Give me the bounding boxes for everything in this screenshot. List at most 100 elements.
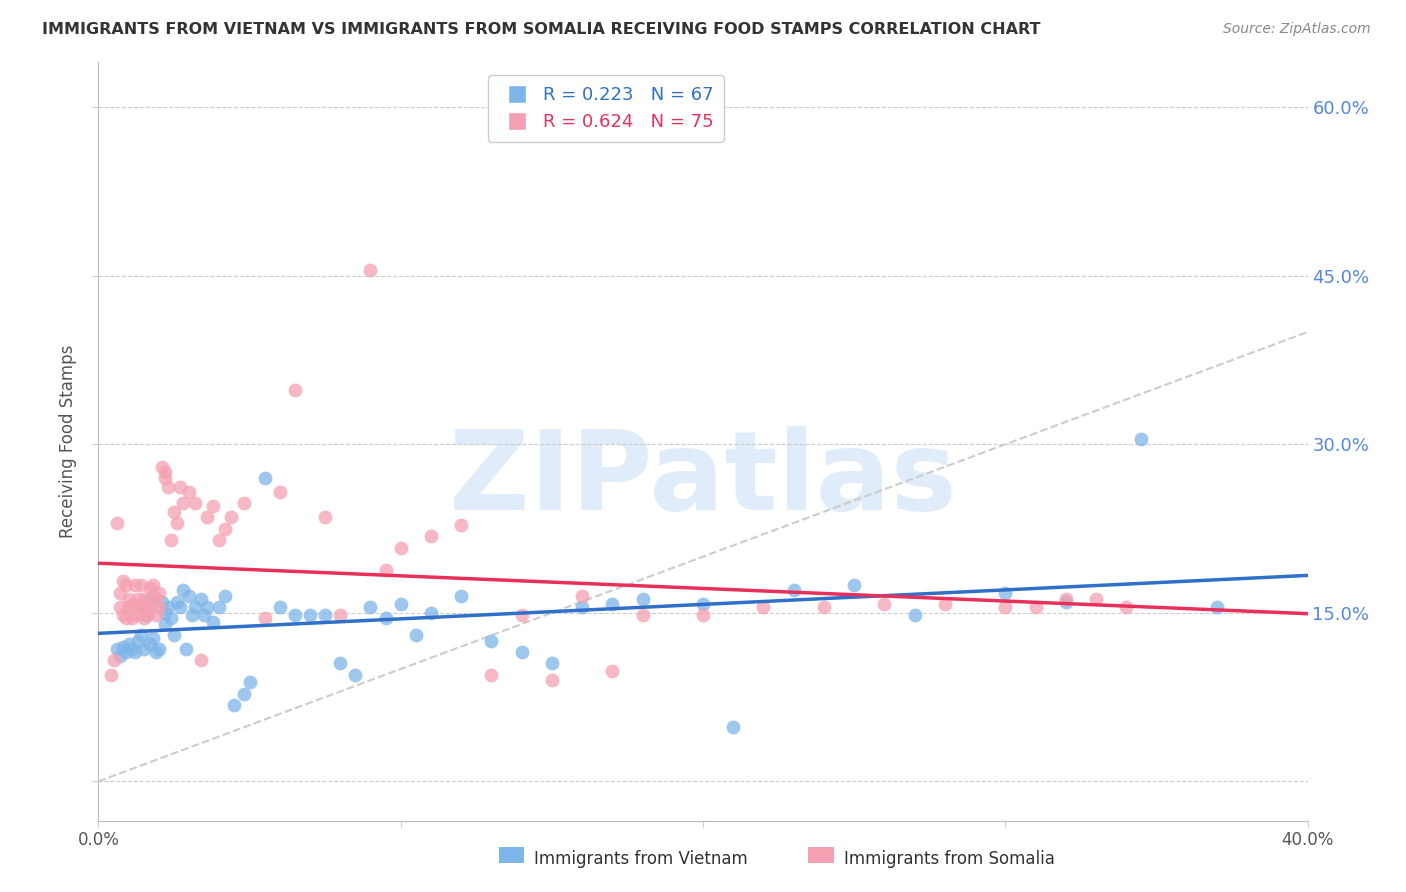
Point xyxy=(169,480,191,494)
Point xyxy=(994,585,1017,599)
Point xyxy=(202,615,225,629)
Point xyxy=(166,516,188,530)
Point xyxy=(221,510,243,524)
Point xyxy=(150,459,173,474)
Point xyxy=(314,608,336,623)
Point xyxy=(1054,594,1077,608)
Point xyxy=(344,667,367,681)
Point xyxy=(127,608,149,623)
Legend: R = 0.223   N = 67, R = 0.624   N = 75: R = 0.223 N = 67, R = 0.624 N = 75 xyxy=(488,75,724,142)
Point xyxy=(139,592,162,607)
Point xyxy=(723,720,745,734)
Point xyxy=(139,600,162,615)
Point xyxy=(450,518,472,533)
Point xyxy=(100,667,122,681)
Point xyxy=(111,574,134,589)
Point xyxy=(153,617,176,632)
Point xyxy=(239,675,262,690)
Point xyxy=(132,641,155,656)
Point xyxy=(108,600,131,615)
Point xyxy=(118,637,141,651)
Y-axis label: Receiving Food Stamps: Receiving Food Stamps xyxy=(59,345,77,538)
Point xyxy=(145,645,167,659)
Point xyxy=(172,583,194,598)
Point xyxy=(540,657,562,671)
Point xyxy=(214,589,236,603)
Point xyxy=(269,484,291,499)
Point xyxy=(184,496,207,510)
Text: Immigrants from Somalia: Immigrants from Somalia xyxy=(844,850,1054,868)
Point xyxy=(1085,592,1108,607)
Point xyxy=(124,600,146,615)
Point xyxy=(692,608,714,623)
Point xyxy=(105,516,128,530)
Point xyxy=(111,640,134,654)
Point xyxy=(153,466,176,480)
Point xyxy=(202,499,225,513)
Point xyxy=(124,578,146,592)
Text: Source: ZipAtlas.com: Source: ZipAtlas.com xyxy=(1223,22,1371,37)
Point xyxy=(232,687,254,701)
Point xyxy=(148,585,170,599)
Point xyxy=(111,608,134,623)
Point xyxy=(121,597,143,611)
Point xyxy=(114,578,136,592)
Point xyxy=(450,589,472,603)
Point xyxy=(169,600,191,615)
Point xyxy=(232,496,254,510)
Point xyxy=(195,510,218,524)
Point xyxy=(405,628,427,642)
Point xyxy=(156,600,179,615)
Point xyxy=(631,608,654,623)
Point xyxy=(1054,592,1077,607)
Point xyxy=(121,641,143,656)
Point xyxy=(224,698,246,712)
Point xyxy=(172,496,194,510)
Point xyxy=(181,608,204,623)
Point xyxy=(142,578,165,592)
Point xyxy=(195,600,218,615)
Point xyxy=(114,645,136,659)
Point xyxy=(103,653,125,667)
Point xyxy=(145,608,167,623)
Point xyxy=(994,600,1017,615)
Point xyxy=(360,600,382,615)
Point xyxy=(934,597,956,611)
Point xyxy=(813,600,835,615)
Point xyxy=(114,611,136,625)
Point xyxy=(314,510,336,524)
Point xyxy=(160,611,183,625)
Text: IMMIGRANTS FROM VIETNAM VS IMMIGRANTS FROM SOMALIA RECEIVING FOOD STAMPS CORRELA: IMMIGRANTS FROM VIETNAM VS IMMIGRANTS FR… xyxy=(42,22,1040,37)
Point xyxy=(284,608,307,623)
Point xyxy=(214,522,236,536)
Point xyxy=(145,592,167,607)
Point xyxy=(153,606,176,620)
Point xyxy=(148,641,170,656)
Point xyxy=(1024,600,1046,615)
Point xyxy=(904,608,927,623)
Point xyxy=(208,600,231,615)
Point xyxy=(190,653,212,667)
Point xyxy=(179,589,201,603)
Point xyxy=(299,608,322,623)
Point xyxy=(135,608,157,623)
Point xyxy=(602,597,624,611)
Point xyxy=(329,657,352,671)
Point xyxy=(135,608,157,623)
Point xyxy=(108,648,131,663)
Point xyxy=(389,541,412,555)
Point xyxy=(571,600,593,615)
Point xyxy=(374,563,396,577)
Point xyxy=(132,600,155,615)
Point xyxy=(139,637,162,651)
Point xyxy=(844,578,866,592)
Point xyxy=(631,592,654,607)
Point xyxy=(127,634,149,648)
Point xyxy=(1130,432,1153,446)
Point xyxy=(129,628,152,642)
Point xyxy=(153,471,176,485)
Point xyxy=(190,592,212,607)
Point xyxy=(360,263,382,277)
Point xyxy=(150,594,173,608)
Point xyxy=(510,645,533,659)
